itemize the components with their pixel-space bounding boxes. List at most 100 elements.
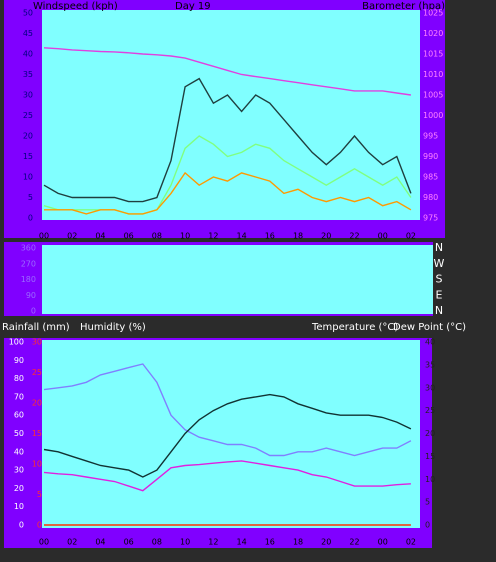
y-tick-label: 40 — [23, 50, 33, 59]
x-tick-label: 14 — [236, 232, 246, 241]
y2-tick-label: 980 — [423, 193, 438, 202]
y2-axis-title: Dew Point (°C) — [393, 322, 466, 333]
x-tick-label: 06 — [124, 538, 134, 547]
y-tick-label: 90 — [26, 291, 36, 300]
y-tick-label: 35 — [23, 70, 33, 79]
x-tick-label: 18 — [293, 538, 303, 547]
x-tick-label: 22 — [349, 232, 359, 241]
series-line — [44, 171, 412, 215]
y2-tick-label: N — [435, 304, 443, 317]
y2-tick-label: 1015 — [423, 50, 443, 59]
y2-tick-label: S — [436, 273, 443, 286]
y2-tick-label: 1000 — [423, 111, 443, 120]
x-tick-label: 00 — [39, 538, 49, 547]
y-tick-label: 0 — [19, 521, 24, 530]
y-tick-label: 5 — [28, 193, 33, 202]
y3-tick-label: 10 — [32, 460, 42, 469]
y-axis-title: Rainfall (mm) — [2, 322, 70, 333]
y-tick-label: 360 — [21, 244, 36, 253]
x-tick-label: 04 — [95, 232, 105, 241]
y2-tick-label: 990 — [423, 152, 438, 161]
x-tick-label: 18 — [293, 232, 303, 241]
x-tick-label: 20 — [321, 232, 331, 241]
y3-tick-label: 25 — [32, 368, 42, 377]
x-tick-label: 16 — [265, 232, 275, 241]
y-tick-label: 15 — [23, 152, 33, 161]
y-tick-label: 100 — [9, 338, 24, 347]
y2-tick-label: 1020 — [423, 29, 443, 38]
x-tick-label: 10 — [180, 232, 190, 241]
y2-tick-label: 1025 — [423, 9, 443, 18]
y-tick-label: 0 — [31, 307, 36, 316]
y-tick-label: 80 — [14, 374, 24, 383]
plot-area-2 — [42, 245, 433, 314]
y2-tick-label: 10 — [425, 475, 435, 484]
y3-tick-label: 15 — [32, 429, 42, 438]
y-tick-label: 70 — [14, 392, 24, 401]
x-tick-label: 02 — [406, 538, 416, 547]
x-tick-label: 02 — [67, 232, 77, 241]
y2-tick-label: 35 — [425, 360, 435, 369]
y-tick-label: 30 — [23, 91, 33, 100]
y-tick-label: 10 — [14, 502, 24, 511]
y2-tick-label: W — [434, 257, 445, 270]
y2-tick-label: 15 — [425, 452, 435, 461]
y2-tick-label: 975 — [423, 214, 438, 223]
y-tick-label: 25 — [23, 111, 33, 120]
plot-area-3 — [42, 340, 420, 528]
y-tick-label: 0 — [28, 214, 33, 223]
y2-axis-title: Barometer (hpa) — [362, 1, 445, 12]
y2-tick-label: 40 — [425, 338, 435, 347]
plot-area-1 — [42, 10, 420, 220]
y-tick-label: 180 — [21, 275, 36, 284]
x-tick-label: 10 — [180, 538, 190, 547]
y-axis-title: Humidity (%) — [80, 322, 146, 333]
y-tick-label: 45 — [23, 29, 33, 38]
series-line — [43, 460, 411, 492]
y-tick-label: 90 — [14, 356, 24, 365]
y2-tick-label: 20 — [425, 429, 435, 438]
x-tick-label: 08 — [152, 232, 162, 241]
y-tick-label: 10 — [23, 173, 33, 182]
x-tick-label: 20 — [321, 538, 331, 547]
chart-title: Day 19 — [175, 1, 211, 12]
y-tick-label: 50 — [23, 9, 33, 18]
x-tick-label: 08 — [152, 538, 162, 547]
y2-tick-label: N — [435, 241, 443, 254]
y3-tick-label: 30 — [32, 338, 42, 347]
y2-axis-title: Temperature (°C) — [311, 322, 398, 333]
y2-tick-label: E — [436, 288, 443, 301]
x-tick-label: 02 — [67, 538, 77, 547]
x-tick-label: 00 — [39, 232, 49, 241]
y-tick-label: 30 — [14, 466, 24, 475]
y-tick-label: 50 — [14, 429, 24, 438]
x-tick-label: 12 — [208, 232, 218, 241]
y-tick-label: 20 — [14, 484, 24, 493]
x-tick-label: 00 — [378, 538, 388, 547]
x-tick-label: 22 — [349, 538, 359, 547]
y3-tick-label: 5 — [37, 490, 42, 499]
x-tick-label: 06 — [124, 232, 134, 241]
y3-tick-label: 0 — [37, 521, 42, 530]
x-tick-label: 16 — [265, 538, 275, 547]
y2-tick-label: 1010 — [423, 70, 443, 79]
y-tick-label: 40 — [14, 447, 24, 456]
y2-tick-label: 30 — [425, 383, 435, 392]
y2-tick-label: 25 — [425, 406, 435, 415]
y-tick-label: 20 — [23, 132, 33, 141]
x-tick-label: 12 — [208, 538, 218, 547]
y-tick-label: 60 — [14, 411, 24, 420]
y-tick-label: 270 — [21, 259, 36, 268]
x-tick-label: 04 — [95, 538, 105, 547]
x-tick-label: 00 — [378, 232, 388, 241]
y2-tick-label: 995 — [423, 132, 438, 141]
series-line — [43, 363, 412, 457]
y2-tick-label: 1005 — [423, 91, 443, 100]
y3-tick-label: 20 — [32, 399, 42, 408]
series-line — [43, 77, 412, 203]
y2-tick-label: 5 — [425, 498, 430, 507]
y-axis-title: Windspeed (kph) — [33, 1, 118, 12]
series-line — [43, 47, 411, 96]
y2-tick-label: 0 — [425, 521, 430, 530]
